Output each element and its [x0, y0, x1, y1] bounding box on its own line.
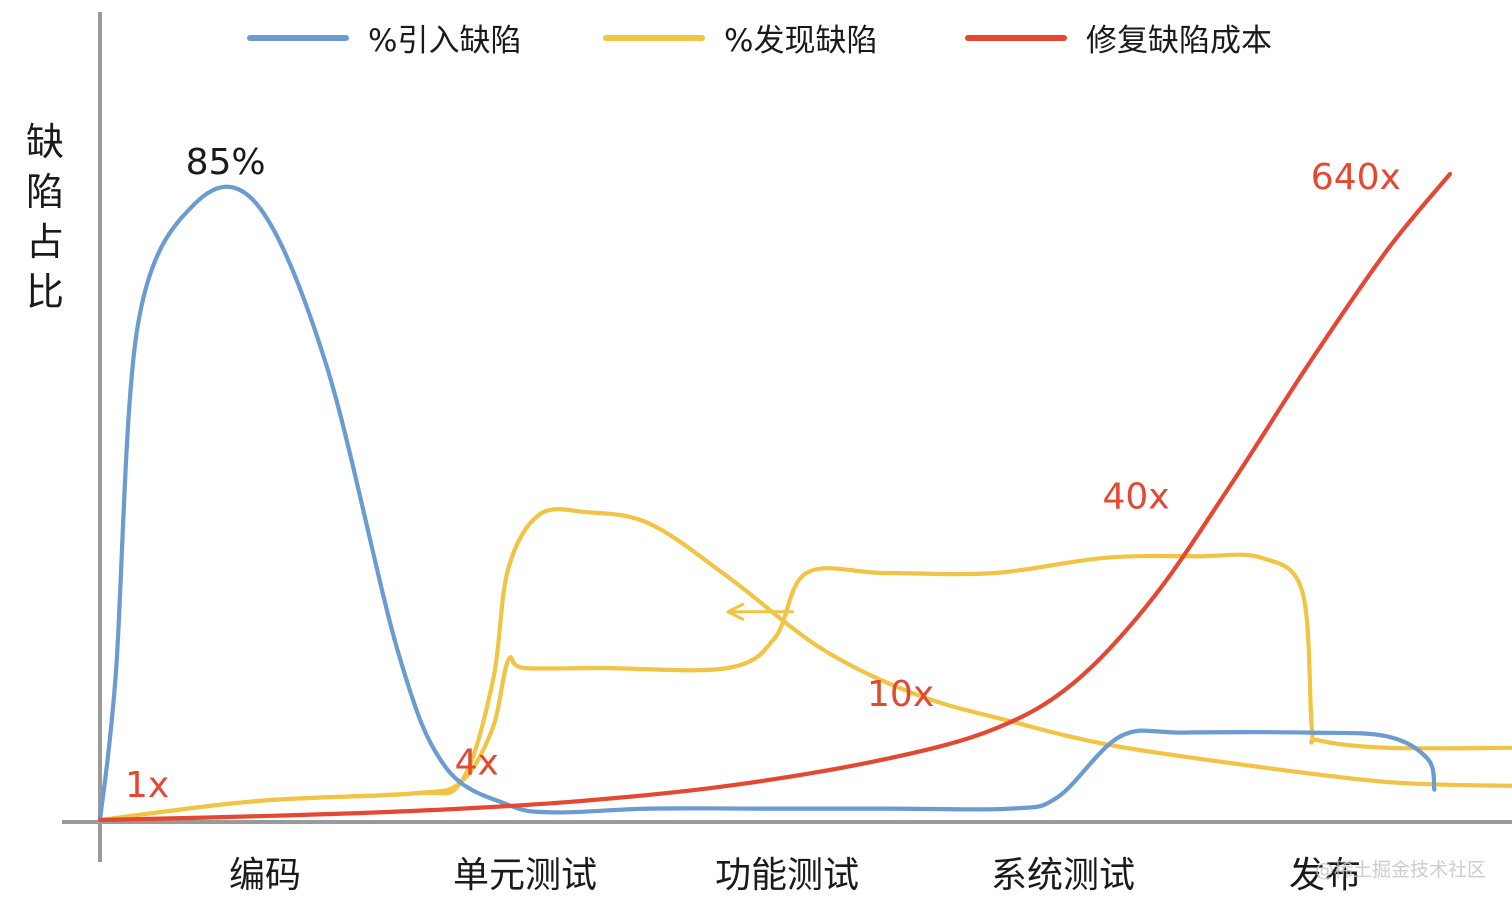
series-line	[97, 552, 1512, 823]
series-line	[97, 184, 1437, 823]
annotation-label: 640x	[1311, 157, 1401, 198]
shift-left-arrow	[726, 602, 794, 622]
series-line	[97, 507, 1512, 823]
y-axis-label-char: 比	[26, 270, 64, 314]
x-tick-label: 编码	[229, 855, 301, 896]
y-axis-label-char: 缺	[26, 120, 64, 164]
legend-label: 修复缺陷成本	[1086, 23, 1272, 59]
y-axis-label-char: 陷	[26, 170, 64, 214]
legend: %引入缺陷 %发现缺陷 修复缺陷成本	[247, 23, 1272, 59]
x-tick-label: 发布	[1289, 855, 1361, 896]
x-tick-label: 功能测试	[715, 855, 859, 896]
x-tick-label: 单元测试	[453, 855, 597, 896]
legend-label: %引入缺陷	[368, 23, 521, 59]
legend-label: %发现缺陷	[724, 23, 877, 59]
annotation-label: 1x	[125, 765, 169, 806]
annotation-label: 4x	[455, 742, 499, 783]
annotation-label: 85%	[186, 142, 266, 183]
arrow-head	[726, 602, 745, 622]
y-axis-label-char: 占	[26, 220, 64, 264]
x-tick-labels: 编码 单元测试 功能测试 系统测试 发布	[229, 855, 1361, 896]
annotations: 85% 1x 4x 10x 40x 640x	[125, 142, 1401, 806]
annotation-label: 10x	[867, 674, 934, 715]
annotation-label: 40x	[1102, 476, 1169, 517]
watermark-text: @稀土掘金技术社区	[1315, 859, 1486, 881]
series-line	[97, 171, 1453, 823]
x-tick-label: 系统测试	[991, 855, 1135, 896]
series-lines	[97, 171, 1512, 823]
